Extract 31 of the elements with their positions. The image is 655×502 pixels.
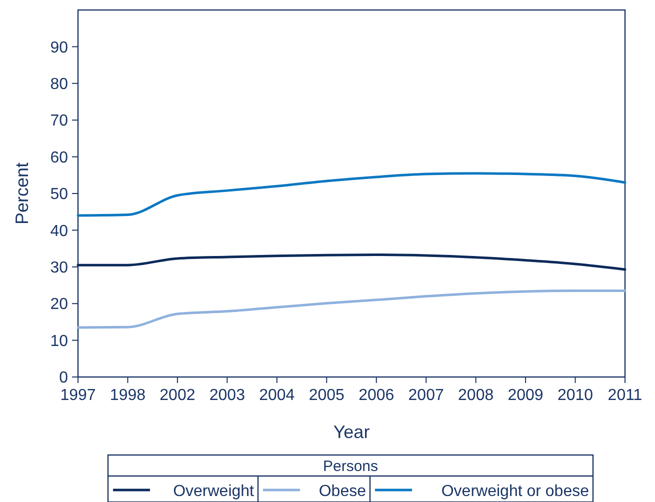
x-tick-label: 2011 xyxy=(608,387,642,404)
legend-label: Overweight xyxy=(173,483,255,500)
y-tick-label: 90 xyxy=(50,39,68,56)
y-tick-label: 50 xyxy=(50,186,68,204)
x-axis-title: Year xyxy=(333,422,370,442)
y-tick-label: 30 xyxy=(50,260,68,276)
x-tick-label: 2003 xyxy=(209,387,246,404)
x-tick-label: 2002 xyxy=(160,387,196,404)
y-tick-label: 0 xyxy=(59,370,68,387)
x-tick-label: 2005 xyxy=(308,387,345,404)
y-tick-label: 10 xyxy=(50,332,68,350)
y-axis-title: Percent xyxy=(12,162,32,225)
x-tick-label: 2009 xyxy=(508,387,544,404)
line-series xyxy=(76,254,626,271)
x-tick-label: 1997 xyxy=(60,387,96,404)
line-series xyxy=(76,172,626,217)
y-tick-label: 80 xyxy=(50,76,68,93)
x-tick-label: 2004 xyxy=(259,387,295,404)
legend-label: Overweight or obese xyxy=(441,483,590,500)
x-tick-label: 2006 xyxy=(358,387,394,404)
y-tick-label: 60 xyxy=(50,149,68,166)
x-tick-label: 1998 xyxy=(110,387,146,404)
line-series xyxy=(76,290,626,329)
legend-label: Obese xyxy=(318,483,366,500)
x-tick-label: 2008 xyxy=(458,387,494,404)
y-tick-label: 40 xyxy=(50,222,68,240)
y-tick-label: 70 xyxy=(50,112,68,130)
x-tick-label: 2007 xyxy=(408,387,444,404)
legend-title: Persons xyxy=(322,458,378,475)
y-tick-label: 20 xyxy=(50,296,68,314)
x-tick-label: 2010 xyxy=(557,387,594,404)
